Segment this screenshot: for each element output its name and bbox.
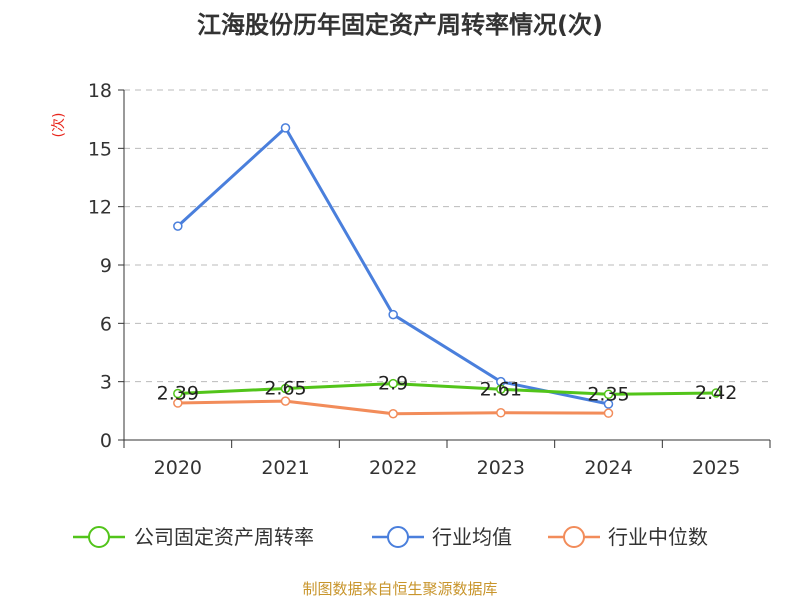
data-labels: 2.39 2.65 2.9 2.61 2.35 2.42 [157,373,738,406]
data-label: 2.35 [587,383,629,405]
legend-marker [88,526,110,548]
data-point-0 [496,384,506,394]
y-tick-label: 6 [100,313,112,335]
legend-label: 行业均值 [432,525,512,549]
series-line-1 [176,126,609,406]
x-tick-label: 2023 [477,457,525,479]
x-tick-label: 2020 [154,457,202,479]
data-label: 2.65 [264,377,306,399]
data-point-0 [603,389,614,400]
x-tick-label: 2022 [369,457,417,479]
y-tick-label: 0 [100,430,112,452]
y-tick-label: 9 [100,255,112,277]
data-point-2 [388,409,398,419]
data-point-0 [711,388,721,398]
data-point-1 [603,399,614,409]
axes: 0 3 6 9 12 15 18 2020 2021 2022 2023 2024 2025 [88,80,771,479]
y-axis-label: (次) [51,113,67,138]
y-tick-label: 18 [88,80,112,102]
data-label: 2.61 [480,378,522,400]
y-tick-label: 15 [88,138,112,160]
x-tick-label: 2025 [692,457,740,479]
data-point-2 [173,398,183,408]
grid [124,89,770,383]
legend-item-0[interactable]: 公司固定资产周转率 [73,525,314,549]
data-point-1 [388,309,398,320]
legend-marker [563,526,585,548]
data-point-2 [603,408,614,418]
legend-label: 行业中位数 [608,525,708,549]
series [173,123,721,419]
source-note: 制图数据来自恒生聚源数据库 [302,580,497,598]
data-point-1 [280,123,291,133]
x-tick-label: 2021 [261,457,309,479]
x-tick-label: 2024 [584,457,632,479]
data-point-0 [280,383,291,394]
data-point-2 [280,396,291,406]
legend-label: 公司固定资产周转率 [134,525,314,549]
series-line-0 [177,382,717,396]
data-label: 2.42 [695,382,737,404]
data-point-1 [173,221,183,231]
y-tick-label: 12 [88,197,112,219]
data-label: 2.39 [157,383,199,405]
legend-item-2[interactable]: 行业中位数 [548,525,708,549]
data-point-0 [388,378,398,389]
legend[interactable]: 公司固定资产周转率 行业均值 行业中位数 [73,525,708,549]
data-point-0 [173,388,183,399]
legend-item-1[interactable]: 行业均值 [372,525,512,549]
y-tick-label: 3 [100,372,112,394]
data-point-2 [496,408,506,418]
chart-title: 江海股份历年固定资产周转率情况(次) [197,11,603,39]
legend-marker [387,526,409,548]
data-label: 2.9 [378,373,408,395]
